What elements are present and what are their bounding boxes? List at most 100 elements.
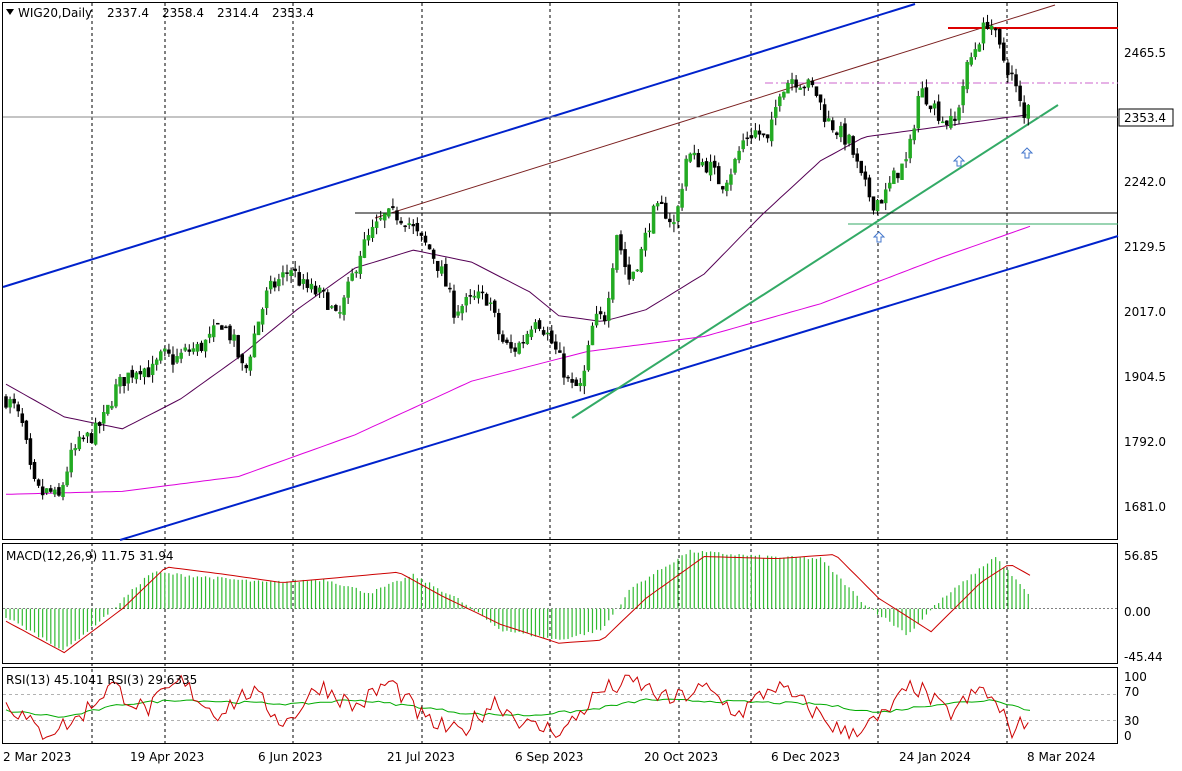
bear-candle-body (199, 342, 204, 351)
candle (945, 120, 949, 130)
bear-candle-body (171, 354, 175, 365)
bear-candle-body (993, 28, 998, 31)
bull-candle-body (753, 130, 758, 138)
candle (651, 204, 656, 234)
candle (888, 176, 892, 192)
candle (590, 322, 595, 346)
candle (725, 179, 729, 197)
bull-candle-body (440, 266, 444, 274)
candle (20, 407, 25, 427)
candle (631, 271, 635, 281)
bull-candle-body (73, 448, 77, 451)
bull-candle-body (940, 121, 945, 124)
candle (554, 334, 558, 355)
candle (741, 133, 745, 153)
bull-candle-body (65, 471, 69, 486)
candle (480, 285, 485, 300)
bull-candle-body (651, 205, 656, 234)
candles (4, 14, 1031, 501)
candle (28, 433, 33, 470)
bull-candle-body (635, 269, 640, 272)
candle (97, 421, 102, 434)
ohlc-open: 2337.4 (107, 6, 149, 20)
bull-candle-body (920, 88, 925, 98)
bull-candle-body (517, 342, 521, 354)
candle (362, 232, 367, 259)
last-price-label: 2353.4 (1124, 111, 1166, 125)
bull-candle-body (839, 125, 843, 138)
bull-candle-body (354, 271, 359, 274)
candle (191, 342, 196, 355)
bear-candle-body (745, 137, 749, 140)
candle (611, 263, 615, 303)
bear-candle-body (216, 322, 220, 325)
bear-candle-body (716, 166, 721, 185)
candle (264, 287, 269, 315)
candle (216, 322, 220, 325)
bear-candle-body (761, 133, 766, 136)
candle (77, 431, 82, 452)
bull-candle-body (932, 103, 937, 109)
bear-candle-body (4, 396, 8, 408)
collapse-triangle-icon[interactable] (6, 9, 14, 15)
candle (790, 72, 794, 91)
candle (867, 174, 872, 202)
bull-candle-body (908, 138, 912, 159)
bear-candle-body (97, 422, 102, 426)
candle (655, 201, 660, 211)
bull-candle-body (407, 223, 411, 226)
bear-candle-body (936, 101, 941, 121)
candle (1026, 104, 1031, 126)
bear-candle-body (749, 135, 754, 139)
candle (981, 17, 986, 51)
macd-tick-label: 56.85 (1124, 549, 1158, 563)
candle (570, 372, 574, 389)
candle (729, 168, 733, 191)
x-tick-label: 2 Mar 2023 (3, 750, 71, 764)
bull-candle-body (126, 372, 130, 384)
bear-candle-body (1010, 72, 1014, 75)
bear-candle-body (810, 80, 815, 86)
candle (395, 206, 399, 225)
bear-candle-body (24, 420, 29, 440)
bull-candle-body (847, 134, 851, 144)
candle (73, 444, 77, 456)
bear-candle-body (598, 311, 603, 315)
x-tick-label: 24 Jan 2024 (899, 750, 971, 764)
candle (928, 105, 933, 113)
bear-candle-body (16, 404, 20, 412)
candle (749, 127, 754, 145)
candle (619, 230, 623, 255)
candle (753, 123, 758, 139)
bull-candle-body (741, 140, 745, 150)
candle (692, 144, 697, 160)
candle (961, 79, 965, 113)
bull-candle-body (106, 404, 110, 414)
bull-candle-body (281, 272, 285, 278)
bull-candle-body (69, 449, 73, 473)
last-price-box (1118, 108, 1174, 127)
candle (179, 348, 183, 364)
bull-candle-body (374, 221, 379, 228)
bull-candle-body (590, 325, 595, 346)
candle (1006, 59, 1010, 83)
candle (688, 152, 692, 163)
candle (953, 111, 957, 126)
bear-candle-body (81, 437, 86, 440)
bear-candle-body (537, 320, 542, 329)
bear-candle-body (244, 364, 249, 369)
macd-signal-line (5, 554, 1031, 654)
resistance-trend-line (374, 4, 1056, 219)
candle (892, 167, 896, 185)
candle (859, 160, 864, 176)
candle (317, 285, 322, 298)
bull-candle-body (460, 305, 464, 314)
candle (582, 365, 587, 395)
bear-candle-body (721, 186, 725, 190)
bear-candle-body (49, 488, 53, 492)
candle (851, 135, 855, 158)
bear-candle-body (435, 260, 440, 271)
bear-candle-body (1022, 102, 1026, 118)
candle (358, 250, 363, 279)
